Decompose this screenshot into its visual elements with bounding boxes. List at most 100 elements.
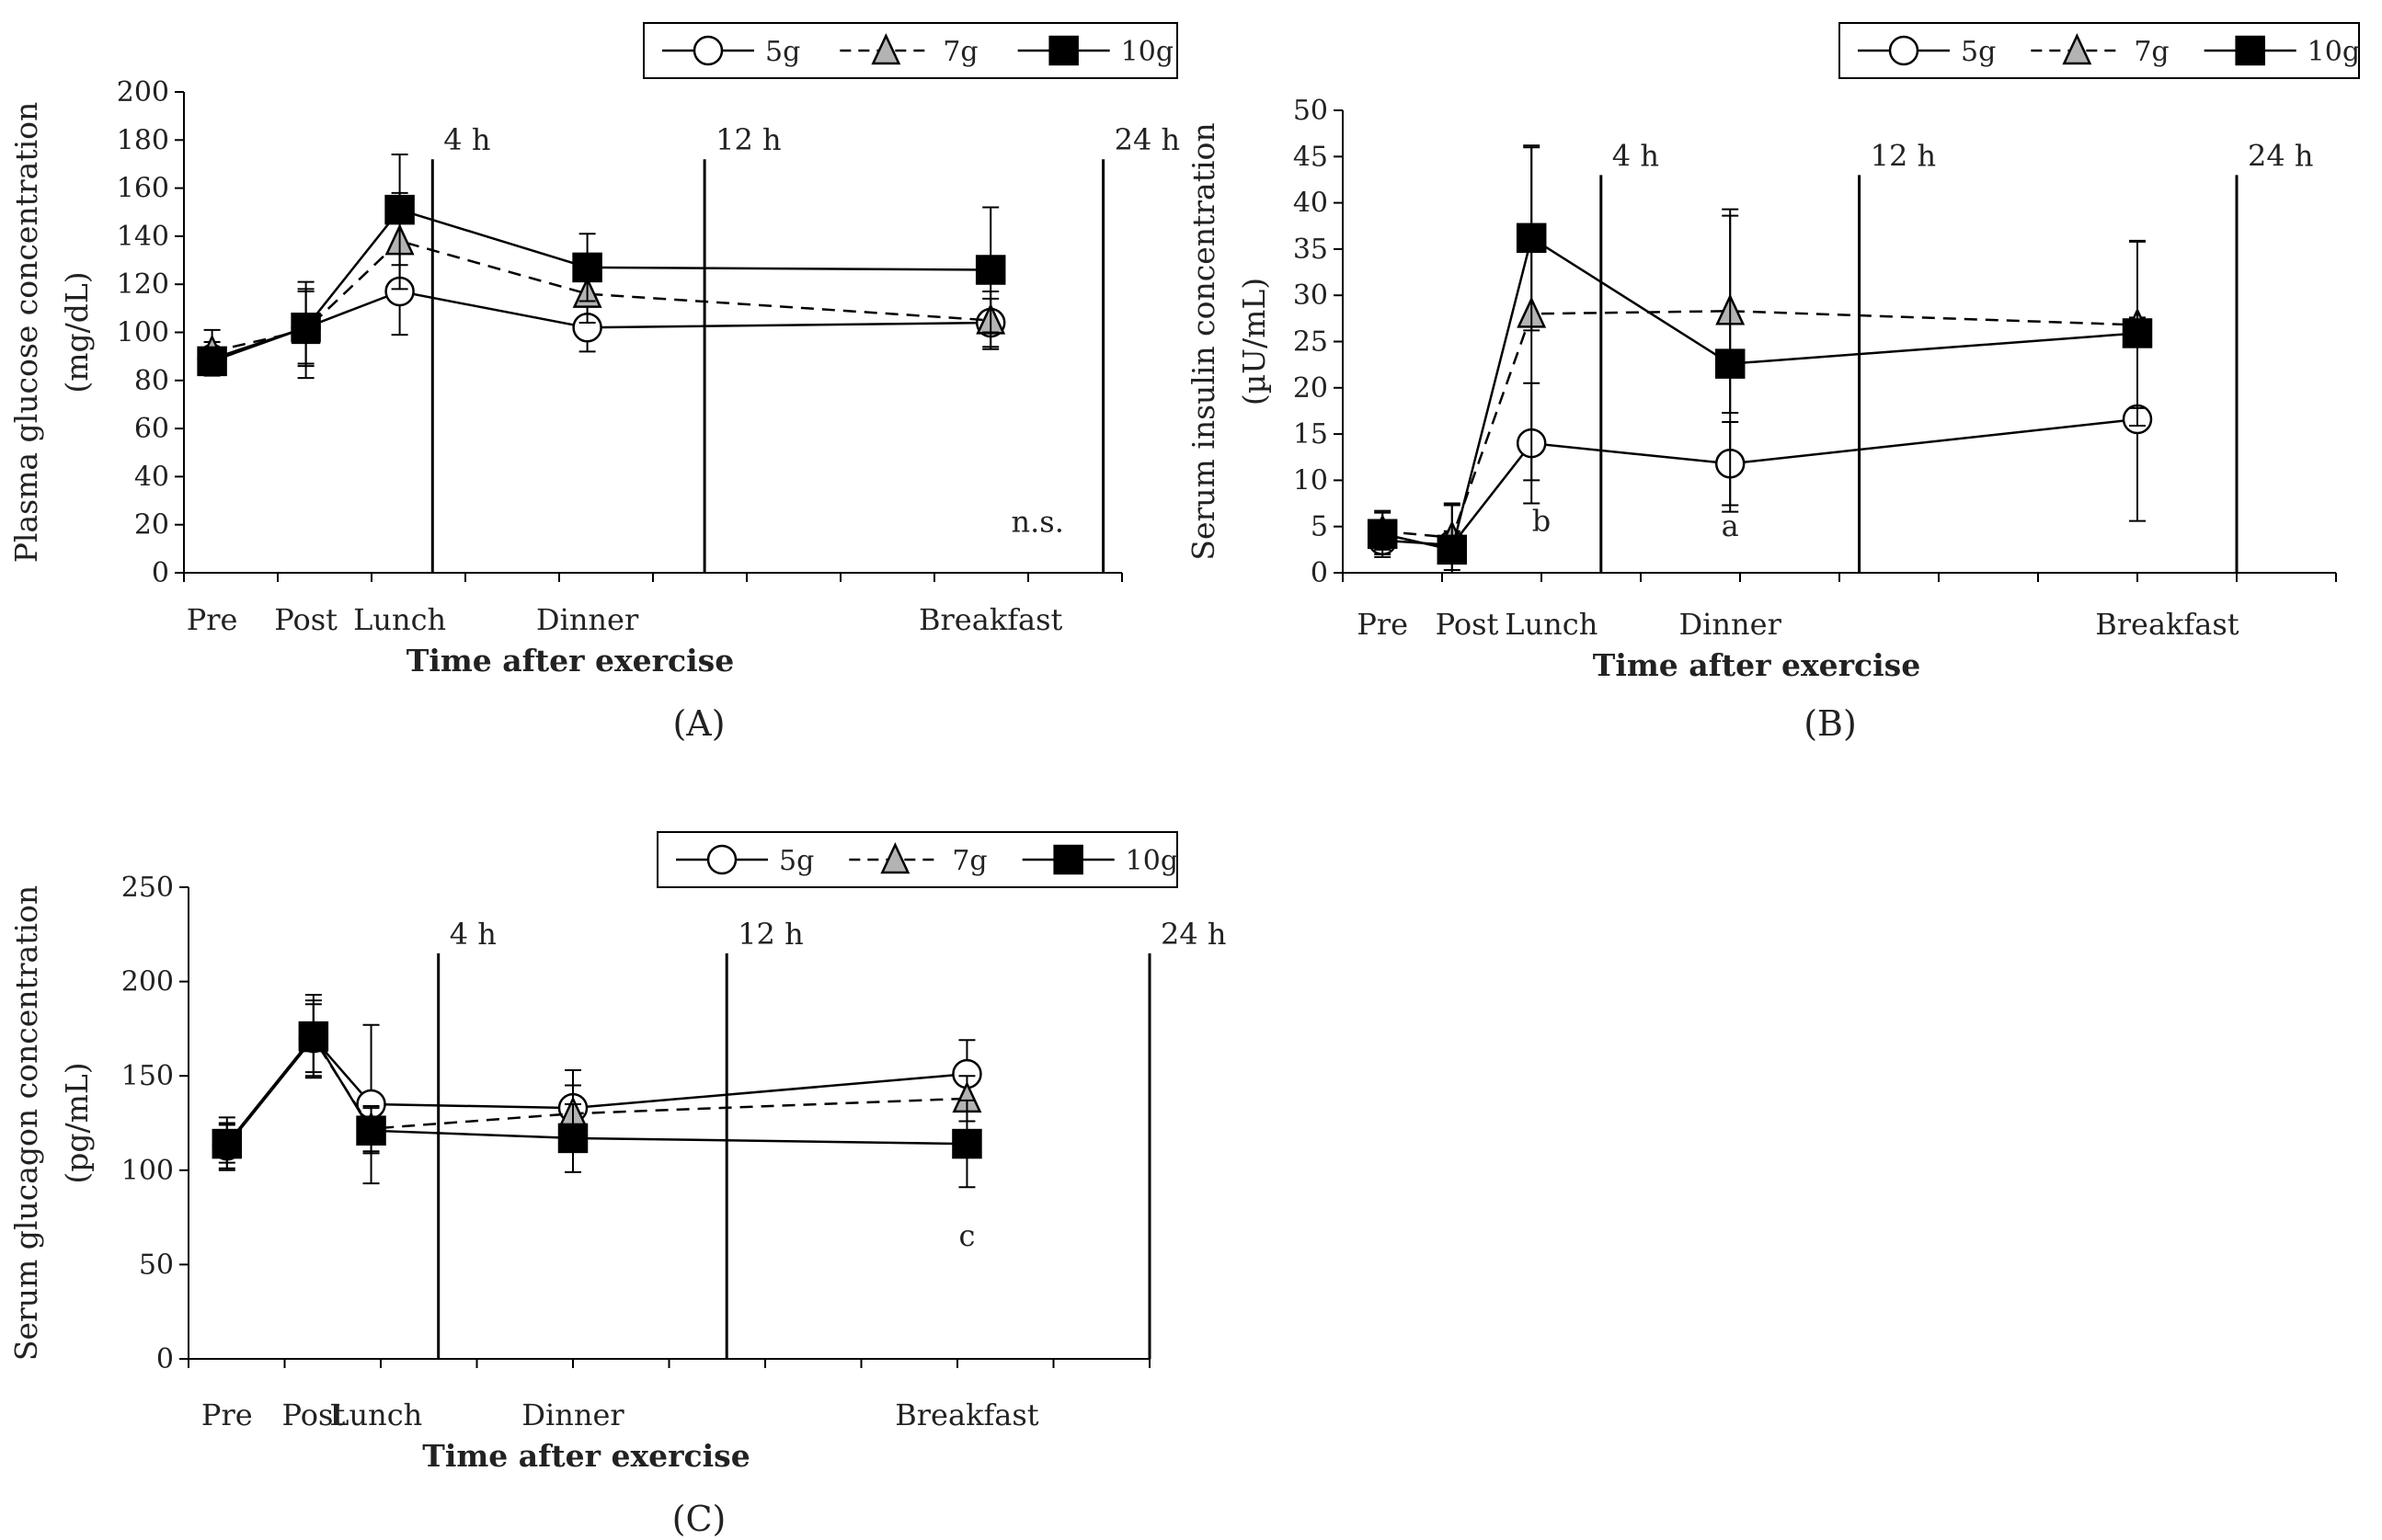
legend-label: 5g bbox=[765, 36, 800, 68]
data-point bbox=[975, 255, 1006, 285]
legend-marker bbox=[1053, 844, 1083, 875]
x-category-label: Dinner bbox=[1679, 607, 1782, 642]
y-tick-label: 20 bbox=[1293, 372, 1328, 405]
x-category-label: Lunch bbox=[329, 1397, 422, 1432]
legend-marker bbox=[871, 33, 901, 65]
data-point bbox=[952, 1128, 982, 1159]
data-point bbox=[356, 1115, 386, 1146]
timepoint-label: 12 h bbox=[738, 917, 804, 952]
timepoint-label: 12 h bbox=[716, 122, 782, 157]
x-axis-title: Time after exercise bbox=[1593, 647, 1920, 683]
legend: 5g 7g 10g bbox=[643, 22, 1178, 79]
data-point bbox=[1437, 534, 1468, 565]
legend-marker bbox=[1888, 35, 1919, 66]
data-point bbox=[212, 1128, 243, 1159]
x-category-label: Lunch bbox=[1505, 607, 1598, 642]
timepoint-label: 4 h bbox=[450, 917, 497, 952]
y-tick-label: 60 bbox=[134, 413, 169, 445]
legend-label: 10g bbox=[1121, 36, 1174, 68]
legend-marker bbox=[880, 842, 910, 874]
x-category-label: Dinner bbox=[521, 1397, 624, 1432]
x-category-label: Post bbox=[281, 1397, 345, 1432]
data-point bbox=[1367, 519, 1398, 549]
x-axis-title: Time after exercise bbox=[422, 1438, 750, 1474]
series-10g bbox=[197, 153, 1006, 377]
legend-label: 7g bbox=[2134, 36, 2169, 68]
y-tick-label: 0 bbox=[152, 557, 169, 589]
y-tick-label: 40 bbox=[1293, 188, 1328, 220]
legend-marker bbox=[693, 35, 724, 66]
data-point bbox=[1714, 348, 1746, 379]
legend-marker bbox=[2235, 35, 2265, 66]
x-category-label: Pre bbox=[201, 1397, 253, 1432]
timepoint-label: 24 h bbox=[1115, 122, 1181, 157]
panel-label: (A) bbox=[672, 703, 725, 744]
y-tick-label: 120 bbox=[117, 268, 169, 301]
y-tick-label: 25 bbox=[1293, 326, 1328, 359]
data-point bbox=[572, 252, 602, 283]
series-10g bbox=[1367, 144, 2153, 574]
x-category-label: Breakfast bbox=[919, 602, 1063, 637]
y-axis-title: (µU/mL) bbox=[1236, 278, 1272, 405]
y-tick-label: 50 bbox=[139, 1249, 174, 1281]
y-axis-title: Plasma glucose concentration bbox=[8, 102, 44, 564]
legend-label: 10g bbox=[1126, 845, 1178, 877]
series-10g bbox=[212, 993, 982, 1189]
y-tick-label: 100 bbox=[121, 1155, 174, 1187]
y-axis-title: (pg/mL) bbox=[59, 1062, 95, 1183]
timepoint-label: 12 h bbox=[1871, 138, 1937, 173]
x-category-label: Post bbox=[1436, 607, 1499, 642]
legend-label: 7g bbox=[952, 845, 987, 877]
x-category-label: Lunch bbox=[353, 602, 446, 637]
y-tick-label: 80 bbox=[134, 365, 169, 397]
y-tick-label: 5 bbox=[1311, 511, 1328, 543]
x-category-label: Breakfast bbox=[895, 1397, 1039, 1432]
data-point bbox=[291, 313, 321, 343]
legend-label: 10g bbox=[2308, 36, 2360, 68]
data-point bbox=[384, 194, 415, 225]
x-category-label: Post bbox=[274, 602, 338, 637]
y-tick-label: 50 bbox=[1293, 95, 1328, 127]
y-tick-label: 150 bbox=[121, 1060, 174, 1092]
legend-marker bbox=[2062, 33, 2092, 65]
data-point bbox=[557, 1123, 589, 1154]
panel-label: (B) bbox=[1804, 703, 1857, 744]
x-category-label: Dinner bbox=[536, 602, 639, 637]
x-category-label: Pre bbox=[187, 602, 238, 637]
y-axis-title: Serum glucagon concentration bbox=[8, 885, 44, 1361]
y-tick-label: 200 bbox=[117, 76, 169, 108]
chart-panel-b: 0 5 10 15 20 25 30 35 40 45 50 4 h 12 h 24 h Pre Post Lu… bbox=[1185, 22, 2360, 744]
timepoint-label: 4 h bbox=[443, 122, 490, 157]
y-tick-label: 200 bbox=[121, 966, 174, 998]
y-tick-label: 140 bbox=[117, 221, 169, 253]
data-point bbox=[197, 346, 227, 377]
series-line bbox=[212, 239, 991, 353]
legend-marker bbox=[706, 844, 738, 875]
y-tick-label: 30 bbox=[1293, 279, 1328, 312]
y-tick-label: 35 bbox=[1293, 234, 1328, 266]
legend: 5g 7g 10g bbox=[657, 831, 1178, 888]
annotation: b bbox=[1532, 504, 1551, 539]
annotation: n.s. bbox=[1012, 505, 1064, 540]
legend: 5g 7g 10g bbox=[1838, 22, 2360, 79]
y-tick-label: 15 bbox=[1293, 418, 1328, 451]
y-axis-title: (mg/dL) bbox=[59, 271, 95, 393]
y-tick-label: 100 bbox=[117, 317, 169, 349]
legend-label: 5g bbox=[1961, 36, 1996, 68]
legend-label: 5g bbox=[779, 845, 814, 877]
annotation: a bbox=[1722, 508, 1739, 543]
timepoint-label: 4 h bbox=[1612, 138, 1659, 173]
data-point bbox=[2122, 318, 2153, 348]
y-tick-label: 40 bbox=[134, 461, 169, 493]
timepoint-label: 24 h bbox=[2248, 138, 2314, 173]
y-tick-label: 250 bbox=[121, 872, 174, 904]
y-axis-title: Serum insulin concentration bbox=[1185, 122, 1221, 560]
y-tick-label: 180 bbox=[117, 124, 169, 156]
x-category-label: Breakfast bbox=[2095, 607, 2239, 642]
y-tick-label: 0 bbox=[156, 1343, 174, 1375]
panel-label: (C) bbox=[672, 1499, 727, 1539]
y-tick-label: 45 bbox=[1293, 141, 1328, 173]
